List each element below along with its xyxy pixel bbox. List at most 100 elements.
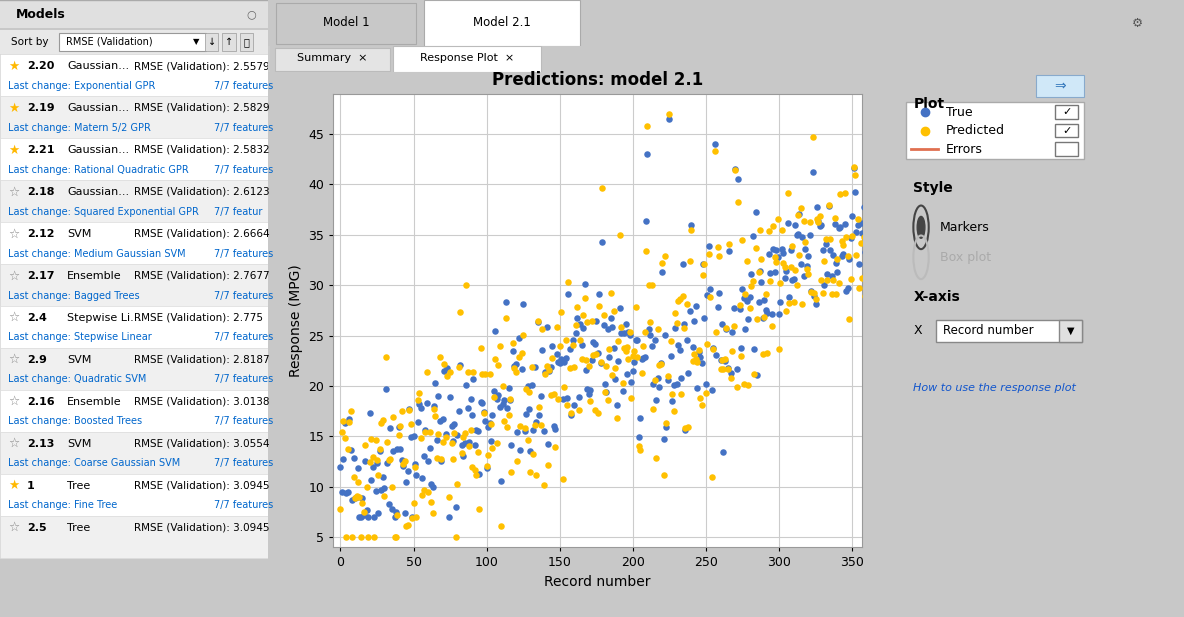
Point [472, 370, 491, 379]
Point [874, 184, 893, 194]
Point [847, 227, 866, 237]
Point [884, 226, 903, 236]
Point [650, 360, 669, 370]
Point [547, 349, 566, 358]
Point [826, 289, 845, 299]
Point [438, 363, 457, 373]
Point [651, 360, 670, 370]
Point [855, 232, 874, 242]
Point [539, 439, 558, 449]
Point [408, 395, 427, 405]
Point [571, 319, 590, 329]
Point [765, 252, 784, 262]
Point [400, 404, 419, 413]
Point [809, 216, 828, 226]
FancyBboxPatch shape [906, 102, 1085, 159]
Point [425, 404, 444, 414]
FancyBboxPatch shape [1036, 75, 1085, 97]
Point [780, 299, 799, 308]
Point [644, 379, 663, 389]
Text: ★: ★ [8, 60, 19, 73]
Point [354, 510, 373, 520]
Text: 2.18: 2.18 [27, 187, 54, 197]
Point [413, 490, 432, 500]
Point [632, 368, 651, 378]
Point [643, 281, 662, 291]
Point [612, 328, 631, 338]
Bar [0, 390, 268, 432]
Point [398, 466, 417, 476]
Point [540, 366, 559, 376]
Point [526, 362, 545, 372]
Title: Predictions: model 2.1: Predictions: model 2.1 [493, 72, 703, 89]
Point [478, 450, 497, 460]
Point [766, 246, 785, 255]
Point [658, 375, 677, 384]
Point [426, 412, 445, 421]
Point [791, 259, 810, 269]
Point [519, 381, 538, 391]
Point [784, 275, 803, 284]
Point [761, 276, 780, 286]
Point [902, 141, 921, 151]
Point [549, 394, 568, 404]
Point [484, 392, 503, 402]
Point [423, 482, 442, 492]
Point [554, 357, 573, 366]
Point [398, 521, 417, 531]
Point [800, 230, 819, 240]
Point [807, 213, 826, 223]
Point [832, 251, 851, 261]
Point [566, 320, 585, 330]
Point [335, 418, 354, 428]
Point [702, 386, 721, 395]
Point [633, 353, 652, 363]
Point [684, 317, 703, 326]
Point [337, 532, 356, 542]
Point [665, 323, 684, 333]
Text: How to use the response plot: How to use the response plot [913, 383, 1076, 393]
Bar [0, 54, 268, 96]
Point [604, 307, 623, 317]
Point [539, 460, 558, 470]
Point [745, 369, 764, 379]
Point [358, 482, 377, 492]
Point [670, 346, 689, 355]
Point [397, 521, 416, 531]
Point [818, 275, 837, 284]
Point [340, 417, 359, 427]
Point [436, 429, 455, 439]
Point [579, 361, 598, 371]
Point [623, 351, 642, 361]
Point [503, 347, 522, 357]
Text: ✓: ✓ [1062, 126, 1072, 136]
Text: ☆: ☆ [8, 521, 19, 534]
Text: RMSE (Validation): 3.0138: RMSE (Validation): 3.0138 [134, 397, 270, 407]
Point [471, 343, 490, 353]
Point [797, 265, 816, 275]
FancyBboxPatch shape [937, 320, 1082, 342]
Point [793, 232, 812, 242]
Point [350, 512, 369, 522]
Point [461, 394, 480, 404]
Text: RMSE (Validation): 3.0945: RMSE (Validation): 3.0945 [134, 481, 270, 491]
Point [822, 271, 841, 281]
Text: 2.21: 2.21 [27, 145, 54, 155]
Point [541, 390, 560, 400]
Point [757, 305, 776, 315]
Point [553, 474, 572, 484]
Point [613, 386, 632, 396]
Point [883, 109, 902, 118]
Point [638, 149, 657, 159]
Point [356, 456, 375, 466]
Point [375, 483, 394, 493]
Point [379, 455, 398, 465]
Point [483, 443, 502, 453]
Point [516, 384, 535, 394]
Text: RMSE (Validation): 2.8187: RMSE (Validation): 2.8187 [134, 355, 270, 365]
Text: Predicted: Predicted [946, 124, 1005, 137]
Point [334, 416, 353, 426]
Point [847, 250, 866, 260]
Point [503, 337, 522, 347]
Point [386, 507, 405, 516]
